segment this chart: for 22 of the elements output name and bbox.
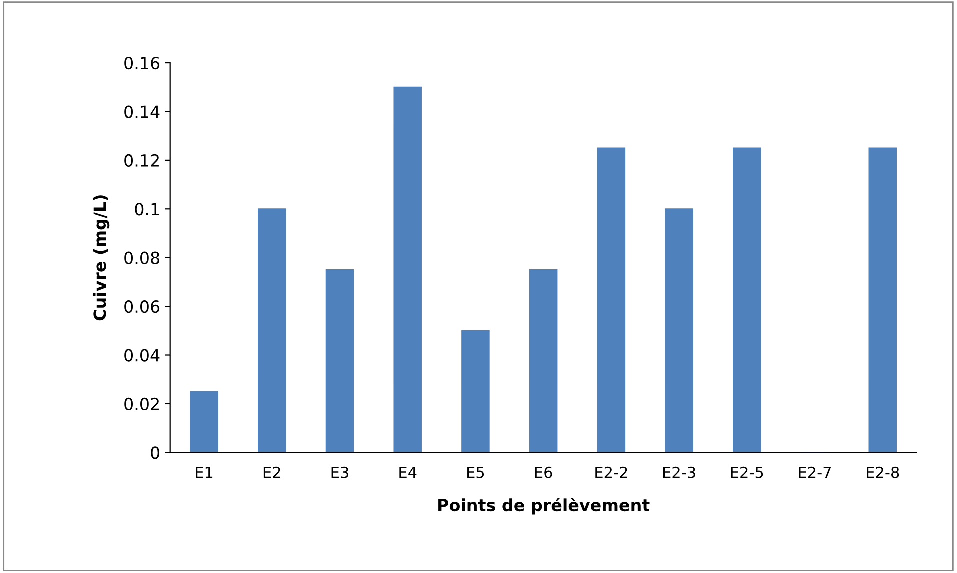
y-tick-label: 0.12 bbox=[124, 154, 159, 168]
y-tick-label: 0 bbox=[151, 446, 160, 460]
x-tick-label: E1 bbox=[196, 467, 213, 478]
y-tick-label: 0.04 bbox=[124, 349, 160, 362]
x-tick-label: E2-2 bbox=[596, 466, 628, 478]
x-tick-label: E2-8 bbox=[867, 466, 900, 478]
x-tick-label: E2 bbox=[264, 466, 280, 478]
y-axis-title: Cuivre (mg/L) bbox=[93, 196, 110, 321]
x-tick-label: E5 bbox=[468, 467, 484, 478]
x-tick-label: E2-5 bbox=[731, 466, 764, 478]
x-tick-label: E2-7 bbox=[799, 466, 832, 478]
y-tick-label: 0.14 bbox=[124, 106, 160, 118]
y-tick-label: 0.08 bbox=[124, 252, 160, 264]
y-tick-label: 0.16 bbox=[124, 56, 160, 70]
x-tick-label: E6 bbox=[535, 466, 552, 478]
y-tick-label: 0.02 bbox=[124, 398, 159, 411]
x-tick-label: E2-3 bbox=[663, 466, 696, 478]
y-tick-label: 0.1 bbox=[135, 203, 160, 216]
y-tick-label: 0.06 bbox=[124, 300, 160, 314]
x-axis-title: Points de prélèvement bbox=[438, 498, 650, 515]
x-tick-label: E4 bbox=[400, 467, 417, 478]
x-tick-label: E3 bbox=[332, 466, 348, 478]
